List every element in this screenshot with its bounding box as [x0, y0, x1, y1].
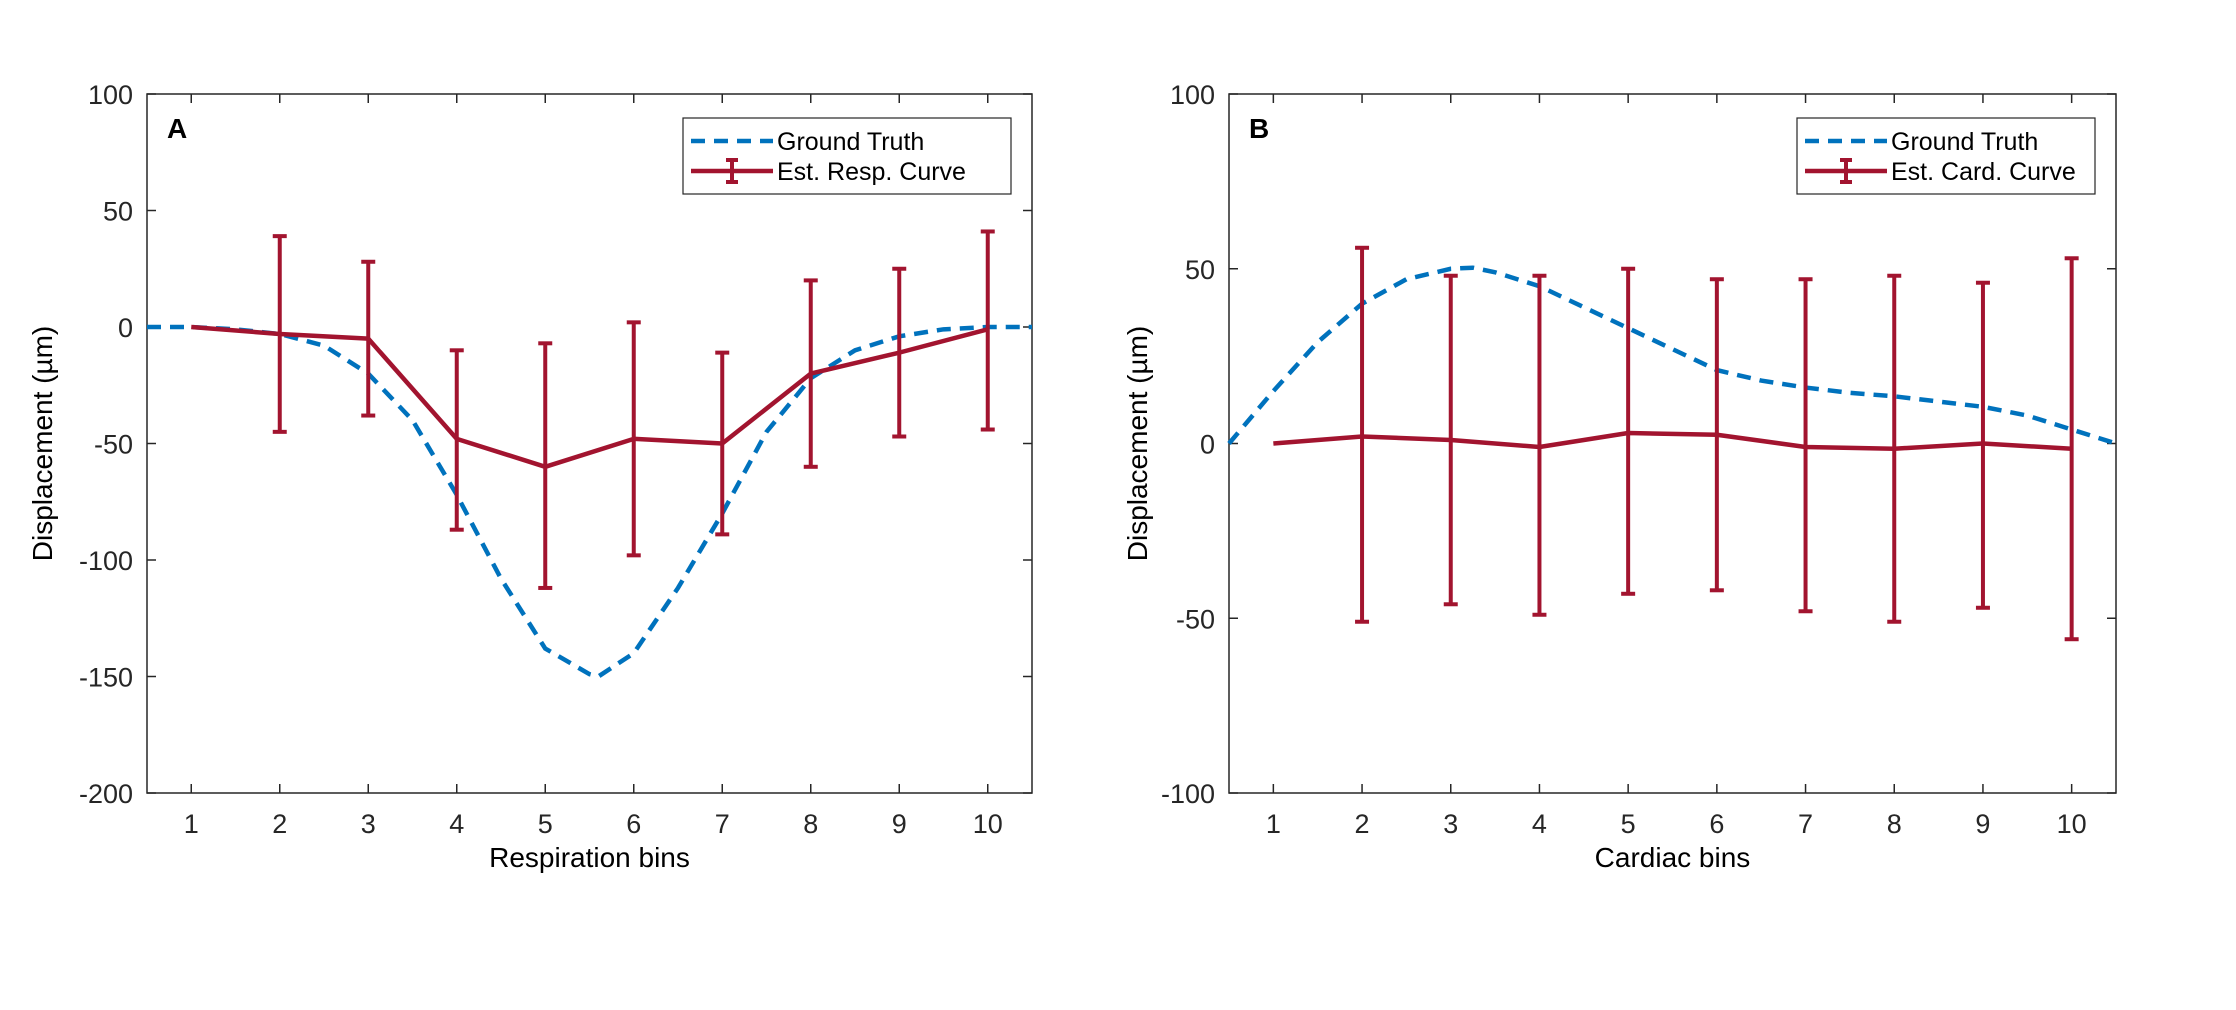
- panel-label: B: [1249, 113, 1269, 144]
- legend-estimate-label: Est. Resp. Curve: [777, 158, 966, 186]
- estimate-line: [1273, 430, 2072, 451]
- y-tick-label: 50: [103, 197, 133, 227]
- x-tick-label: 8: [1887, 809, 1902, 839]
- ground-truth-line: [1227, 265, 2117, 446]
- x-tick-label: 2: [272, 809, 287, 839]
- y-tick-label: -100: [1161, 779, 1215, 809]
- y-tick-label: -200: [79, 779, 133, 809]
- x-tick-label: 3: [361, 809, 376, 839]
- y-axis-label: Displacement (µm): [27, 326, 58, 562]
- y-tick-label: -50: [94, 430, 133, 460]
- y-tick-label: 100: [88, 80, 133, 110]
- y-tick-label: 50: [1185, 255, 1215, 285]
- axes-box: [146, 93, 1033, 794]
- y-axis-label: Displacement (µm): [1122, 326, 1153, 562]
- x-tick-label: 7: [715, 809, 730, 839]
- legend-estimate-label: Est. Card. Curve: [1891, 158, 2076, 186]
- y-tick-label: -150: [79, 663, 133, 693]
- x-tick-label: 1: [184, 809, 199, 839]
- x-tick-label: 1: [1266, 809, 1281, 839]
- x-tick-label: 8: [803, 809, 818, 839]
- x-tick-label: 4: [449, 809, 464, 839]
- panel-a: 1 2 3 4 5 6 7 8 9 10 100 50 0 -50 -100 -150 -200 Respirat…: [27, 80, 1033, 873]
- y-tick-label: 0: [118, 313, 133, 343]
- x-tick-label: 5: [1621, 809, 1636, 839]
- legend-ground-truth-label: Ground Truth: [1891, 128, 2038, 156]
- x-tick-label: 9: [1975, 809, 1990, 839]
- x-tick-label: 7: [1798, 809, 1813, 839]
- y-tick-label: 0: [1200, 430, 1215, 460]
- x-tick-label: 4: [1532, 809, 1547, 839]
- x-axis-label: Respiration bins: [489, 842, 690, 873]
- panel-label: A: [167, 113, 187, 144]
- x-tick-label: 2: [1355, 809, 1370, 839]
- ground-truth-line: [147, 324, 1032, 679]
- x-tick-label: 10: [2057, 809, 2087, 839]
- y-tick-label: -50: [1176, 604, 1215, 634]
- x-tick-label: 10: [973, 809, 1003, 839]
- y-tick-label: 100: [1170, 80, 1215, 110]
- x-tick-label: 6: [626, 809, 641, 839]
- panel-b: 1 2 3 4 5 6 7 8 9 10 100 50 0 -50 -100 Cardiac bins Disp…: [1122, 80, 2117, 873]
- legend-ground-truth-label: Ground Truth: [777, 128, 924, 156]
- x-axis-label: Cardiac bins: [1595, 842, 1751, 873]
- x-tick-label: 9: [892, 809, 907, 839]
- x-tick-label: 3: [1443, 809, 1458, 839]
- x-tick-label: 5: [538, 809, 553, 839]
- x-tick-label: 6: [1709, 809, 1724, 839]
- estimate-line: [191, 324, 989, 470]
- y-tick-label: -100: [79, 546, 133, 576]
